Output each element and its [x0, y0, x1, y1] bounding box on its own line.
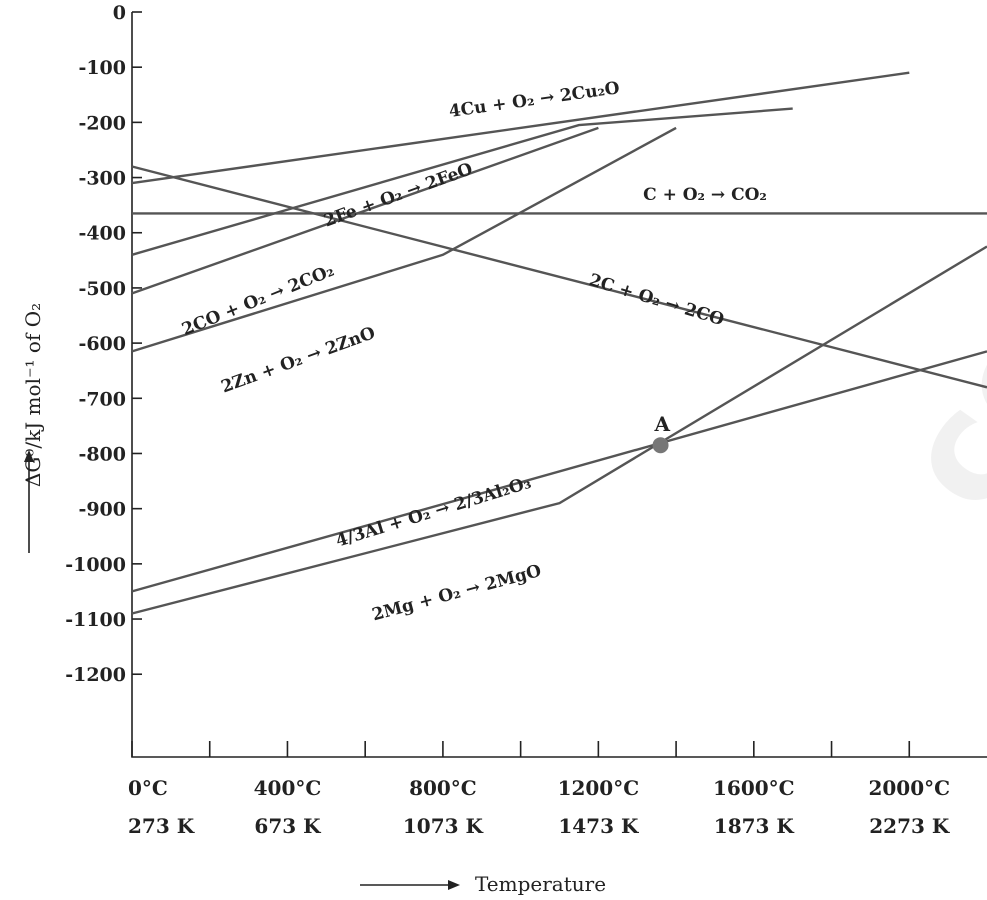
point-a-label: A [654, 412, 671, 436]
y-tick-label: -300 [78, 168, 126, 190]
series-line-4 [131, 107, 793, 256]
x-axis-ticks: 0°C 273 K 400°C 673 K 800°C 1073 K 1200°C 1473 … [128, 741, 950, 838]
y-tick-label: -500 [78, 278, 126, 300]
x-axis-title: Temperature [475, 872, 606, 896]
series-line-6 [131, 350, 987, 593]
x-tick-label-kelvin: 673 K [254, 814, 321, 838]
y-tick-label: -700 [78, 388, 126, 410]
reaction-label-1: 2Fe + O₂ → 2FeO [321, 159, 475, 231]
annotations: A [652, 412, 671, 454]
x-tick-label-kelvin: 2273 K [869, 814, 950, 838]
x-axis-arrow [360, 880, 460, 890]
series-line-3 [131, 165, 987, 389]
x-tick-label-celsius: 1200°C [558, 776, 640, 800]
series-lines [131, 71, 987, 615]
y-tick-label: -600 [78, 333, 126, 355]
reaction-label-5: 2Zn + O₂ → 2ZnO [219, 323, 379, 397]
x-tick-label-kelvin: 273 K [128, 814, 195, 838]
y-axis-ticks: 0 -100 -200 -300 -400 -500 -600 -700 -800 -900 -10… [65, 2, 142, 686]
series-line-0 [131, 71, 910, 185]
y-tick-label: -1000 [65, 554, 126, 576]
reaction-label-2: C + O₂ → CO₂ [643, 185, 767, 205]
reaction-label-7: 2Mg + O₂ → 2MgO [370, 561, 544, 625]
y-tick-label: -1200 [65, 664, 126, 686]
svg-text:collc: collc [867, 127, 987, 541]
series-line-5 [131, 126, 677, 353]
y-tick-label: 0 [113, 2, 126, 24]
reaction-label-0: 4Cu + O₂ → 2Cu₂O [448, 78, 621, 122]
y-axis-title: ΔG⁰/kJ mol⁻¹ of O₂ [21, 303, 45, 487]
x-tick-label-celsius: 1600°C [713, 776, 795, 800]
reaction-label-6: 4/3Al + O₂ → 2/3Al₂O₃ [333, 473, 533, 552]
y-tick-label: -400 [78, 223, 126, 245]
x-tick-label-kelvin: 1873 K [714, 814, 795, 838]
y-tick-label: -900 [78, 499, 126, 521]
x-tick-label-celsius: 800°C [409, 776, 477, 800]
reaction-label-4: 2CO + O₂ → 2CO₂ [179, 261, 337, 340]
y-tick-label: -100 [78, 57, 126, 79]
point-a-marker [652, 437, 669, 454]
y-axis-arrow [24, 450, 34, 553]
reaction-labels: 4Cu + O₂ → 2Cu₂O 2Fe + O₂ → 2FeO C + O₂ → … [179, 78, 767, 625]
y-tick-label: -800 [78, 443, 126, 465]
x-tick-label-celsius: 0°C [128, 776, 168, 800]
reaction-label-3: 2C + O₂ → 2CO [587, 270, 727, 330]
series-line-7 [131, 245, 987, 615]
x-tick-label-celsius: 400°C [254, 776, 322, 800]
y-tick-label: -1100 [65, 609, 126, 631]
x-tick-label-kelvin: 1473 K [558, 814, 639, 838]
watermark: collc [867, 127, 987, 541]
y-tick-label: -200 [78, 112, 126, 134]
x-tick-label-celsius: 2000°C [868, 776, 950, 800]
x-tick-label-kelvin: 1073 K [403, 814, 484, 838]
series-line-1 [131, 126, 599, 295]
